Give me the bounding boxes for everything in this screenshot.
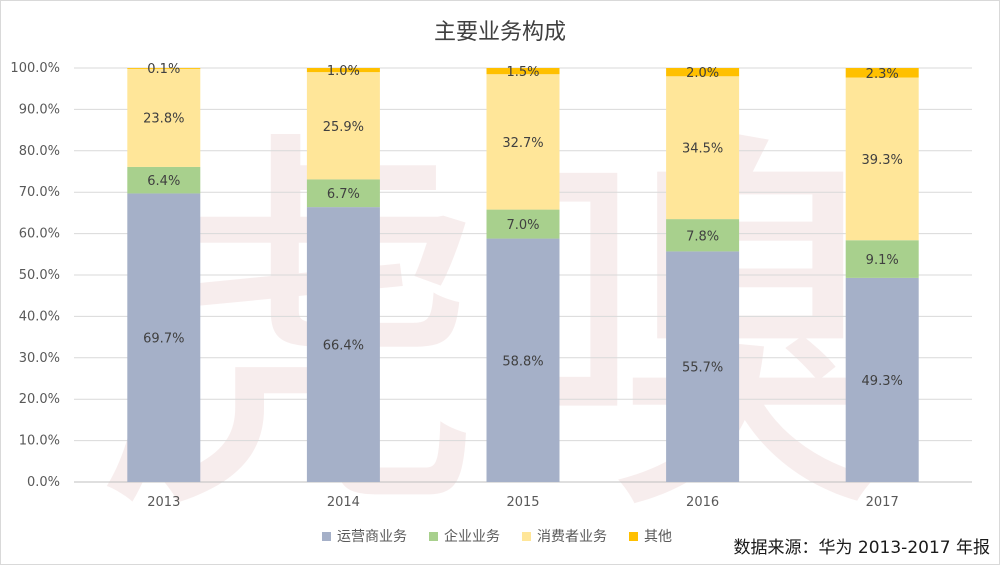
y-tick-label: 10.0%	[19, 434, 60, 449]
data-label: 2.3%	[866, 67, 899, 82]
bar-segment	[486, 238, 560, 482]
x-tick-label: 2014	[327, 495, 360, 510]
data-labels: 69.7% 6.4% 23.8% 0.1% 66.4% 6.7% 25.9% 1.0% 58.8…	[143, 62, 903, 389]
bar-segment	[486, 68, 560, 75]
x-axis: 2013 2014 2015 2016 2017	[147, 495, 898, 510]
bar-segment	[666, 68, 740, 77]
bar-segment	[486, 209, 560, 239]
legend-item: 运营商业务	[322, 526, 407, 546]
legend-swatch	[322, 531, 331, 541]
y-tick-label: 70.0%	[19, 185, 60, 200]
bar-segment	[666, 219, 740, 252]
y-tick-label: 60.0%	[19, 227, 60, 242]
y-axis: 0.0% 10.0% 20.0% 30.0% 40.0% 50.0% 60.0% 70.0% 8…	[10, 61, 60, 490]
legend-swatch	[629, 531, 638, 541]
data-label: 1.5%	[506, 65, 539, 80]
legend-label: 其他	[644, 529, 672, 545]
y-tick-label: 50.0%	[19, 268, 60, 283]
bar-segment	[845, 68, 919, 78]
legend-swatch	[429, 531, 438, 541]
x-tick-label: 2017	[866, 495, 899, 510]
bar-segment	[845, 277, 919, 482]
bar-segment	[127, 166, 201, 194]
data-label: 49.3%	[862, 374, 903, 389]
data-label: 9.1%	[866, 253, 899, 268]
data-label: 1.0%	[327, 64, 360, 79]
bar-segment	[666, 76, 740, 220]
legend-item: 其他	[629, 526, 672, 546]
y-tick-label: 80.0%	[19, 144, 60, 159]
bars	[127, 68, 919, 482]
legend: 运营商业务 企业业务 消费者业务 其他	[322, 526, 672, 546]
bar-segment	[127, 193, 201, 482]
y-tick-label: 0.0%	[27, 475, 60, 490]
bar-segment	[486, 74, 560, 210]
bar-segment	[306, 179, 380, 208]
y-tick-label: 20.0%	[19, 392, 60, 407]
source-note: 数据来源：华为 2013-2017 年报	[733, 538, 990, 558]
x-tick-label: 2016	[686, 495, 719, 510]
y-tick-label: 90.0%	[19, 102, 60, 117]
legend-item: 企业业务	[429, 526, 500, 546]
bar-segment	[306, 72, 380, 180]
data-label: 0.1%	[147, 62, 180, 77]
y-tick-label: 30.0%	[19, 351, 60, 366]
bar-segment	[845, 240, 919, 278]
data-label: 6.4%	[147, 174, 180, 189]
bar-segment	[306, 68, 380, 73]
bar-segment	[127, 68, 201, 167]
bar-segment	[845, 77, 919, 241]
legend-swatch	[522, 531, 531, 541]
bar-segment	[306, 207, 380, 482]
legend-label: 消费者业务	[537, 529, 607, 545]
data-label: 34.5%	[682, 142, 723, 157]
data-label: 58.8%	[502, 354, 543, 369]
bar-segment	[666, 251, 740, 482]
y-tick-label: 100.0%	[10, 61, 60, 76]
data-label: 6.7%	[327, 187, 360, 202]
chart-title: 主要业务构成	[433, 20, 566, 45]
data-label: 69.7%	[143, 332, 184, 347]
data-label: 39.3%	[862, 153, 903, 168]
legend-item: 消费者业务	[522, 526, 607, 546]
legend-label: 运营商业务	[337, 529, 407, 545]
x-tick-label: 2013	[147, 495, 180, 510]
x-tick-label: 2015	[506, 495, 539, 510]
bar-segment	[127, 68, 201, 69]
data-label: 7.8%	[686, 229, 719, 244]
data-label: 23.8%	[143, 112, 184, 127]
data-label: 32.7%	[502, 136, 543, 151]
data-label: 55.7%	[682, 361, 723, 376]
data-label: 2.0%	[686, 66, 719, 81]
y-tick-label: 40.0%	[19, 309, 60, 324]
data-label: 25.9%	[323, 120, 364, 135]
legend-label: 企业业务	[444, 529, 500, 545]
data-label: 66.4%	[323, 339, 364, 354]
data-label: 7.0%	[506, 218, 539, 233]
